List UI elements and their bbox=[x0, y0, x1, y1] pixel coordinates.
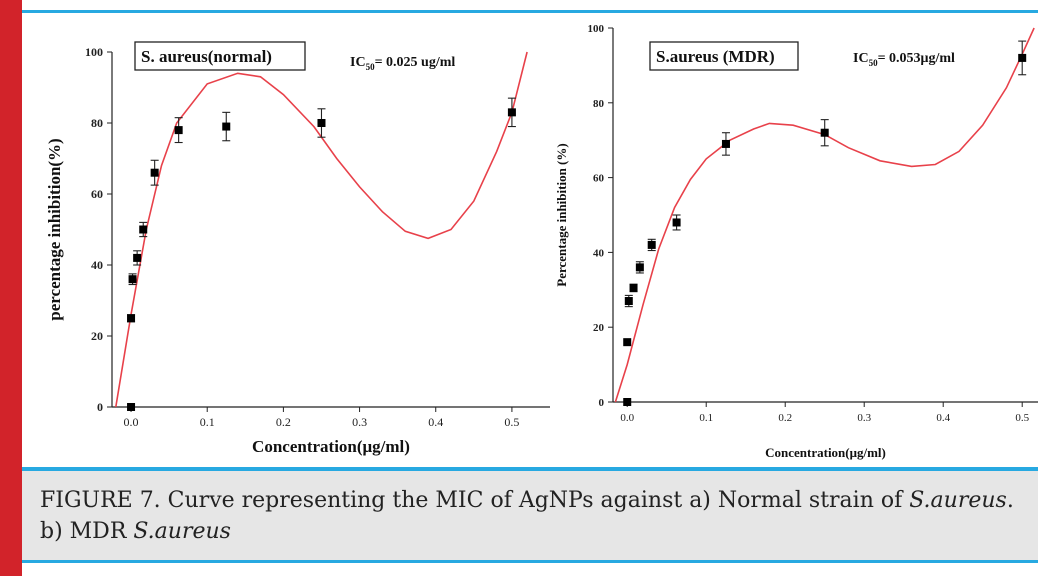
x-axis-label: Concentration(μg/ml) bbox=[765, 445, 886, 460]
data-point bbox=[1018, 53, 1027, 62]
top-rule bbox=[22, 10, 1038, 13]
x-tick-label: 0.1 bbox=[699, 412, 713, 424]
data-point bbox=[635, 263, 644, 272]
chart-title-box bbox=[649, 41, 799, 71]
y-tick-label: 40 bbox=[91, 258, 103, 272]
data-point bbox=[127, 403, 136, 411]
data-point bbox=[128, 275, 137, 284]
data-point bbox=[820, 128, 829, 137]
y-tick-label: 0 bbox=[97, 400, 103, 414]
y-tick-label: 20 bbox=[593, 322, 605, 334]
chart-title: S. aureus(normal) bbox=[141, 47, 272, 66]
y-tick-label: 0 bbox=[599, 397, 605, 409]
y-tick-label: 80 bbox=[593, 98, 605, 110]
x-tick-label: 0.0 bbox=[620, 412, 634, 424]
data-point bbox=[150, 168, 159, 177]
x-tick-label: 0.5 bbox=[1015, 412, 1029, 424]
y-tick-label: 40 bbox=[593, 247, 605, 259]
bottom-rule bbox=[22, 560, 1038, 563]
y-tick-label: 80 bbox=[91, 116, 103, 130]
y-tick-label: 100 bbox=[588, 23, 605, 35]
data-point bbox=[127, 314, 136, 323]
data-point bbox=[222, 122, 231, 131]
data-point bbox=[139, 225, 148, 234]
x-tick-label: 0.4 bbox=[936, 412, 950, 424]
x-tick-label: 0.0 bbox=[124, 415, 139, 429]
caption-middle: . b) MDR bbox=[40, 488, 1014, 544]
x-tick-label: 0.1 bbox=[200, 415, 215, 429]
data-point bbox=[672, 218, 681, 227]
y-axis-label: Percentage inhibition (%) bbox=[554, 143, 569, 286]
chart-normal: 0 20 40 60 80 100 0.0 0.1 0.2 0.3 0.4 0.5 S. aureus(… bbox=[45, 41, 550, 456]
data-point bbox=[647, 240, 656, 249]
caption-italic-2: S.aureus bbox=[133, 519, 231, 544]
left-accent-bar bbox=[0, 0, 22, 576]
ic50-label: IC50= 0.053μg/ml bbox=[853, 51, 955, 68]
data-point bbox=[629, 283, 638, 292]
y-tick-label: 60 bbox=[91, 187, 103, 201]
caption-italic-1: S.aureus bbox=[909, 488, 1007, 513]
y-axis-label: percentage inhibition(%) bbox=[45, 138, 64, 320]
chart-title-box bbox=[134, 41, 306, 71]
x-tick-label: 0.2 bbox=[276, 415, 291, 429]
data-point bbox=[721, 139, 730, 148]
x-tick-label: 0.4 bbox=[428, 415, 443, 429]
x-tick-label: 0.3 bbox=[352, 415, 367, 429]
data-point bbox=[623, 398, 632, 406]
data-point bbox=[174, 126, 183, 135]
ic50-label: IC50= 0.025 ug/ml bbox=[350, 55, 455, 72]
x-tick-label: 0.2 bbox=[778, 412, 792, 424]
y-tick-label: 100 bbox=[85, 45, 103, 59]
caption-box: FIGURE 7. Curve representing the MIC of … bbox=[22, 471, 1038, 560]
chart-title: S.aureus (MDR) bbox=[656, 47, 775, 66]
data-point bbox=[623, 338, 632, 347]
x-tick-label: 0.3 bbox=[857, 412, 871, 424]
y-tick-label: 60 bbox=[593, 173, 605, 185]
y-tick-label: 20 bbox=[91, 329, 103, 343]
data-point bbox=[624, 297, 633, 306]
x-axis-label: Concentration(μg/ml) bbox=[252, 437, 410, 456]
data-point bbox=[317, 119, 326, 127]
chart-mdr: 0 20 40 60 80 100 0.0 0.1 0.2 0.3 0.4 0.5 S.aureus (… bbox=[554, 23, 1038, 460]
fit-curve bbox=[614, 27, 1035, 403]
divider-rule bbox=[22, 467, 1038, 471]
data-point bbox=[133, 253, 142, 262]
caption-prefix: FIGURE 7. Curve representing the MIC of … bbox=[40, 488, 910, 513]
data-point bbox=[507, 108, 516, 117]
fit-curve bbox=[115, 51, 528, 408]
x-tick-label: 0.5 bbox=[504, 415, 519, 429]
figure-caption: FIGURE 7. Curve representing the MIC of … bbox=[40, 485, 1030, 547]
